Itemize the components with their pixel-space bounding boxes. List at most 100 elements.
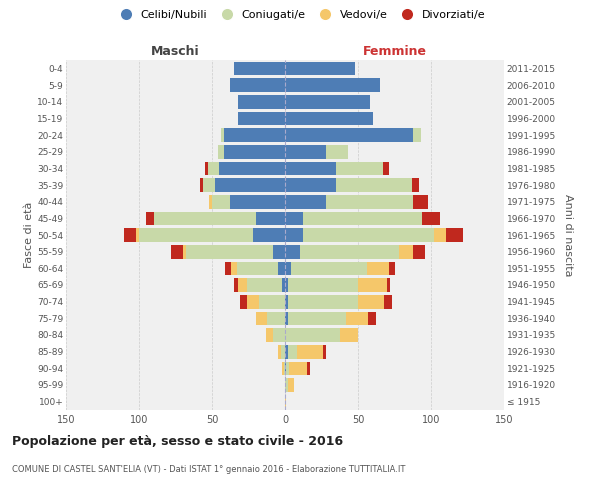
- Bar: [302, 228, 434, 242]
- Bar: [171, 245, 183, 258]
- Bar: [186, 245, 274, 258]
- Bar: [274, 328, 285, 342]
- Bar: [285, 312, 288, 325]
- Bar: [247, 278, 282, 292]
- Bar: [285, 128, 413, 142]
- Bar: [285, 178, 336, 192]
- Bar: [302, 212, 422, 225]
- Bar: [253, 228, 285, 242]
- Bar: [399, 245, 413, 258]
- Bar: [336, 178, 412, 192]
- Bar: [291, 262, 367, 275]
- Bar: [274, 245, 285, 258]
- Bar: [230, 195, 285, 208]
- Bar: [285, 212, 302, 225]
- Bar: [136, 228, 139, 242]
- Bar: [285, 145, 326, 158]
- Bar: [413, 245, 425, 258]
- Bar: [289, 362, 307, 375]
- Bar: [383, 162, 389, 175]
- Bar: [215, 178, 285, 192]
- Bar: [237, 262, 278, 275]
- Bar: [209, 195, 212, 208]
- Bar: [285, 328, 340, 342]
- Bar: [282, 278, 285, 292]
- Bar: [389, 262, 395, 275]
- Bar: [387, 278, 390, 292]
- Bar: [238, 278, 247, 292]
- Bar: [286, 362, 289, 375]
- Bar: [285, 378, 288, 392]
- Bar: [285, 62, 355, 75]
- Bar: [412, 178, 419, 192]
- Bar: [367, 262, 389, 275]
- Bar: [256, 212, 285, 225]
- Bar: [221, 128, 224, 142]
- Bar: [282, 362, 284, 375]
- Bar: [285, 395, 286, 408]
- Bar: [285, 245, 299, 258]
- Bar: [285, 112, 373, 125]
- Bar: [285, 278, 288, 292]
- Bar: [281, 345, 285, 358]
- Legend: Celibi/Nubili, Coniugati/e, Vedovi/e, Divorziati/e: Celibi/Nubili, Coniugati/e, Vedovi/e, Di…: [110, 6, 490, 25]
- Bar: [288, 345, 296, 358]
- Bar: [285, 195, 326, 208]
- Bar: [266, 328, 274, 342]
- Bar: [285, 262, 291, 275]
- Bar: [446, 228, 463, 242]
- Text: Popolazione per età, sesso e stato civile - 2016: Popolazione per età, sesso e stato civil…: [12, 435, 343, 448]
- Bar: [358, 278, 387, 292]
- Bar: [288, 312, 346, 325]
- Bar: [212, 195, 230, 208]
- Bar: [218, 145, 224, 158]
- Bar: [208, 162, 220, 175]
- Bar: [278, 345, 281, 358]
- Bar: [413, 195, 428, 208]
- Bar: [220, 162, 285, 175]
- Bar: [230, 78, 285, 92]
- Bar: [422, 212, 440, 225]
- Bar: [284, 362, 285, 375]
- Bar: [288, 278, 358, 292]
- Text: COMUNE DI CASTEL SANT'ELIA (VT) - Dati ISTAT 1° gennaio 2016 - Elaborazione TUTT: COMUNE DI CASTEL SANT'ELIA (VT) - Dati I…: [12, 465, 406, 474]
- Bar: [183, 245, 186, 258]
- Bar: [240, 295, 247, 308]
- Bar: [256, 312, 268, 325]
- Bar: [288, 378, 294, 392]
- Bar: [203, 178, 215, 192]
- Bar: [299, 245, 399, 258]
- Bar: [336, 162, 383, 175]
- Bar: [285, 345, 288, 358]
- Bar: [323, 345, 326, 358]
- Bar: [285, 228, 302, 242]
- Bar: [285, 295, 288, 308]
- Bar: [346, 312, 368, 325]
- Bar: [146, 212, 154, 225]
- Bar: [285, 362, 286, 375]
- Bar: [288, 295, 358, 308]
- Bar: [154, 212, 256, 225]
- Bar: [296, 345, 323, 358]
- Bar: [224, 145, 285, 158]
- Bar: [231, 262, 237, 275]
- Bar: [307, 362, 310, 375]
- Bar: [285, 162, 336, 175]
- Bar: [368, 312, 376, 325]
- Bar: [326, 195, 413, 208]
- Bar: [285, 95, 370, 108]
- Bar: [124, 228, 136, 242]
- Bar: [340, 328, 358, 342]
- Bar: [238, 112, 285, 125]
- Bar: [358, 295, 384, 308]
- Bar: [413, 128, 421, 142]
- Bar: [234, 62, 285, 75]
- Text: Femmine: Femmine: [362, 46, 427, 59]
- Bar: [326, 145, 348, 158]
- Bar: [225, 262, 231, 275]
- Bar: [234, 278, 238, 292]
- Bar: [268, 312, 285, 325]
- Bar: [285, 78, 380, 92]
- Bar: [224, 128, 285, 142]
- Bar: [259, 295, 285, 308]
